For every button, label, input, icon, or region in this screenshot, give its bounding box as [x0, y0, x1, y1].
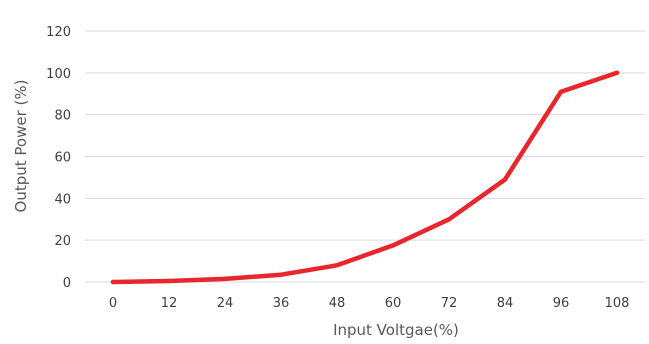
- y-tick-label: 60: [54, 151, 71, 166]
- data-point: [558, 89, 564, 94]
- y-tick-label: 20: [54, 234, 71, 249]
- x-tick-label: 48: [329, 296, 346, 311]
- x-tick-label: 12: [161, 296, 178, 311]
- y-tick-label: 40: [54, 192, 71, 207]
- data-point: [166, 278, 172, 284]
- x-tick-label: 60: [385, 296, 402, 311]
- x-tick-label: 36: [273, 296, 290, 311]
- x-tick-label: 0: [109, 296, 117, 311]
- y-tick-label: 0: [63, 276, 71, 291]
- x-tick-label: 72: [441, 296, 458, 311]
- y-axis-tick-labels: 0 20 40 60 80 100 120: [46, 25, 71, 291]
- data-point: [278, 272, 284, 277]
- series-line: [110, 70, 620, 285]
- data-point: [614, 70, 620, 76]
- data-point: [446, 217, 452, 222]
- y-tick-label: 100: [46, 67, 71, 82]
- x-tick-label: 84: [497, 296, 514, 311]
- data-point: [110, 279, 116, 285]
- data-point: [390, 243, 396, 248]
- y-tick-label: 80: [54, 109, 71, 124]
- data-point: [334, 263, 340, 268]
- x-axis-title: Input Voltgae(%): [333, 321, 459, 339]
- y-axis-title: Output Power (%): [12, 80, 30, 213]
- series-group: [110, 70, 620, 285]
- x-tick-label: 96: [553, 296, 570, 311]
- x-tick-label: 24: [217, 296, 234, 311]
- y-tick-label: 120: [46, 25, 71, 40]
- data-point: [502, 177, 508, 182]
- data-point: [222, 276, 228, 282]
- gridlines: [85, 30, 645, 283]
- x-axis-tick-labels: 0 12 24 36 48 60 72 84 96 108: [109, 296, 630, 311]
- x-tick-label: 108: [605, 296, 630, 311]
